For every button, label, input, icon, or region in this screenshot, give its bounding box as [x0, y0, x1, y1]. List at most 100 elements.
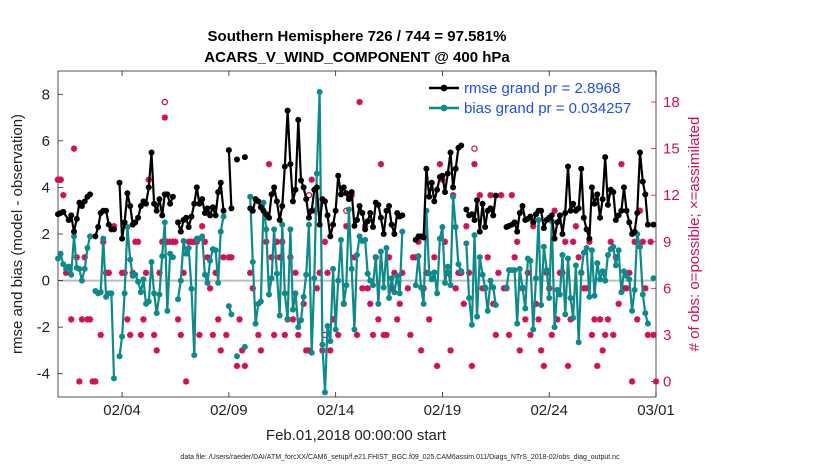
bias-point: [305, 221, 312, 228]
bias-point: [177, 277, 184, 284]
legend: rmse grand pr = 2.8968 bias grand pr = 0…: [429, 80, 631, 117]
assimilated-obs-marker: [313, 285, 321, 292]
bias-point: [233, 353, 240, 360]
assimilated-obs-marker: [497, 191, 505, 199]
rmse-line-segment: [227, 150, 233, 209]
bias-point: [458, 268, 465, 275]
assimilated-obs-marker: [150, 331, 158, 339]
bias-point: [319, 341, 326, 348]
assimilated-obs-marker: [182, 378, 190, 385]
bias-point: [76, 265, 83, 272]
assimilated-obs-marker: [142, 269, 150, 277]
rmse-point: [434, 186, 441, 193]
rmse-point: [351, 222, 358, 229]
assimilated-obs-marker: [513, 238, 521, 245]
assimilated-obs-marker: [412, 254, 419, 261]
rmse-point: [441, 189, 448, 196]
bias-point: [441, 279, 448, 286]
assimilated-obs-marker: [214, 316, 222, 323]
rmse-series-group: [55, 107, 657, 243]
bias-point: [316, 88, 323, 95]
bias-point: [639, 291, 646, 298]
assimilated-obs-marker: [532, 300, 540, 308]
bias-point: [479, 271, 486, 278]
assimilated-obs-marker: [247, 269, 254, 277]
assimilated-obs-marker: [471, 160, 478, 168]
bias-point: [618, 289, 625, 296]
right-y-tick-label: 0: [663, 373, 671, 390]
rmse-point: [634, 210, 641, 217]
x-tick-label: 02/19: [424, 402, 462, 419]
y-axis-ticks: -4 -2 0 2 4 6 8: [37, 86, 63, 383]
x-tick-label: 02/24: [530, 402, 568, 419]
assimilated-obs-marker: [174, 316, 182, 323]
bias-point: [137, 289, 144, 296]
bias-point: [356, 233, 363, 240]
assimilated-obs-marker: [639, 238, 646, 245]
bias-point: [201, 271, 208, 278]
bias-point: [527, 257, 534, 264]
rmse-point: [127, 203, 134, 210]
rmse-point: [452, 165, 459, 172]
rmse-point: [295, 116, 302, 123]
assimilated-obs-marker: [644, 331, 652, 339]
assimilated-obs-marker: [359, 285, 366, 292]
bias-point: [428, 276, 435, 283]
assimilated-obs-marker: [551, 207, 558, 214]
bias-point: [249, 258, 256, 265]
assimilated-obs-marker: [172, 238, 179, 245]
bias-point: [135, 278, 142, 285]
assimilated-obs-marker: [433, 362, 441, 370]
bias-point: [412, 282, 419, 289]
bias-point: [620, 268, 627, 275]
bias-point: [612, 262, 619, 269]
rmse-point: [586, 235, 593, 242]
rmse-point: [439, 172, 446, 179]
rmse-point: [228, 205, 235, 212]
rmse-point: [321, 198, 328, 205]
rmse-point: [284, 107, 291, 114]
bias-point: [466, 295, 473, 302]
assimilated-obs-marker: [431, 254, 438, 261]
rmse-point: [103, 207, 110, 214]
bias-point: [644, 320, 651, 327]
rmse-point: [105, 221, 112, 228]
rmse-point: [591, 200, 598, 207]
rmse-point: [343, 190, 350, 197]
rmse-point: [348, 189, 355, 196]
bias-point: [273, 270, 280, 277]
assimilated-obs-marker: [236, 316, 243, 323]
rmse-point: [110, 226, 117, 233]
assimilated-obs-marker: [527, 331, 534, 339]
rmse-point: [220, 207, 227, 214]
bias-point: [492, 302, 499, 309]
rmse-point: [193, 184, 200, 191]
rmse-point: [490, 212, 497, 219]
assimilated-obs-marker: [495, 269, 502, 277]
bias-point: [140, 276, 147, 283]
x-tick-label: 03/01: [637, 402, 675, 419]
assimilated-obs-marker: [396, 300, 403, 308]
assimilated-obs-marker: [393, 316, 401, 323]
rmse-point: [620, 184, 627, 191]
rmse-point: [391, 231, 398, 237]
assimilated-obs-marker: [223, 331, 230, 339]
bias-point: [388, 275, 395, 282]
rmse-point: [81, 198, 88, 205]
bias-point: [394, 272, 401, 279]
bias-point: [217, 228, 224, 235]
legend-bias-label: bias grand pr = 0.034257: [464, 100, 631, 117]
rmse-point: [492, 192, 499, 199]
bias-point: [367, 277, 374, 284]
bias-point: [159, 253, 166, 260]
bias-point: [476, 254, 483, 261]
assimilated-obs-marker: [540, 362, 548, 370]
bias-point: [570, 314, 577, 321]
rmse-point: [276, 217, 283, 224]
bias-point: [583, 244, 590, 251]
bias-point: [535, 217, 542, 224]
assimilated-obs-marker: [599, 347, 606, 354]
bias-point: [591, 292, 598, 299]
bias-point: [530, 326, 537, 333]
data-file-footnote: data file: /Users/raeder/DAI/ATM_forcXX/…: [180, 454, 620, 461]
